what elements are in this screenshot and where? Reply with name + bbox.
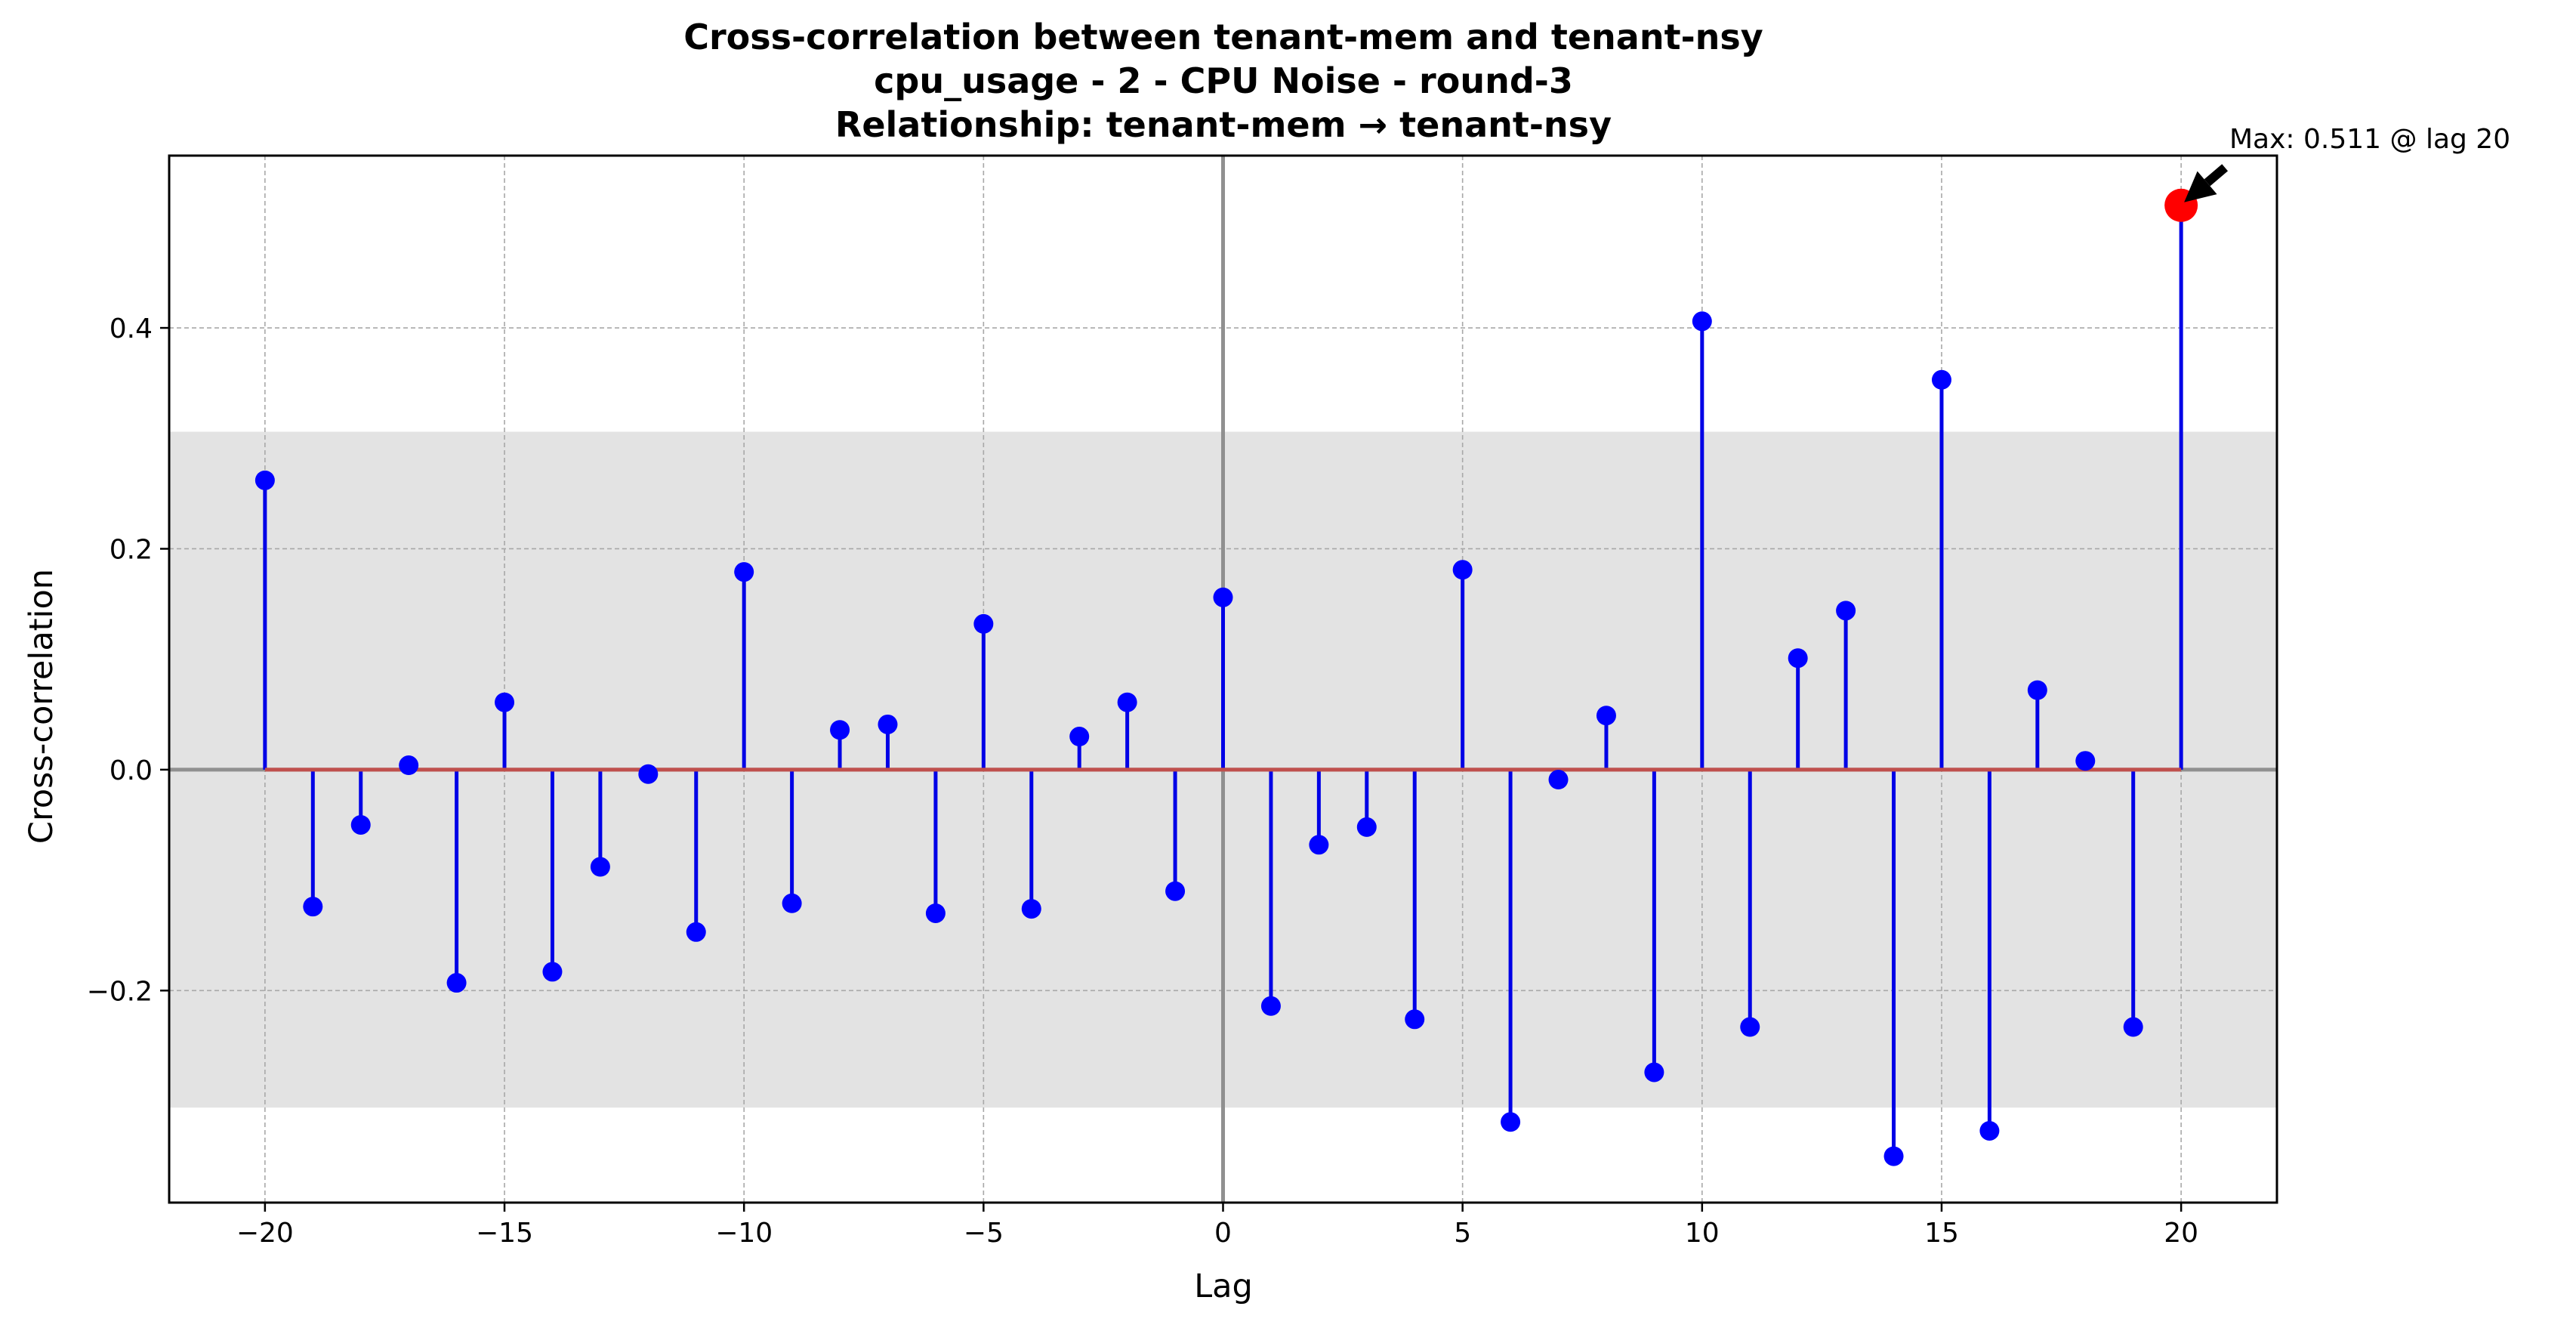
annotation-arrow-head (2184, 171, 2217, 202)
data-point (1309, 835, 1329, 855)
data-point (686, 922, 706, 942)
title-line-1: Cross-correlation between tenant-mem and… (683, 17, 1763, 57)
x-tick-label: −5 (964, 1218, 1004, 1249)
data-point (1260, 996, 1281, 1016)
data-point (1883, 1146, 1904, 1166)
y-tick-label: −0.2 (87, 976, 153, 1007)
data-point (1692, 311, 1712, 332)
data-point (638, 764, 659, 784)
x-axis-ticks: −20 −15 −10 −5 0 5 10 15 20 (236, 1203, 2198, 1249)
max-annotation: Max: 0.511 @ lag 20 (2184, 124, 2510, 202)
title-line-2: cpu_usage - 2 - CPU Noise - round-3 (874, 60, 1573, 101)
x-tick-label: −10 (715, 1218, 773, 1249)
data-point (1117, 692, 1137, 712)
data-point (590, 857, 610, 877)
data-point (925, 903, 946, 923)
data-point (399, 755, 419, 776)
data-point (1452, 560, 1473, 580)
x-tick-label: 20 (2164, 1218, 2198, 1249)
data-point (1213, 587, 1233, 607)
data-point (1836, 601, 1856, 621)
x-axis-label: Lag (1194, 1268, 1253, 1305)
y-tick-label: 0.4 (110, 313, 153, 344)
data-point (1740, 1017, 1760, 1037)
x-tick-label: 15 (1924, 1218, 1959, 1249)
data-point (1979, 1120, 2000, 1141)
data-markers (255, 195, 2192, 1166)
data-point (2075, 751, 2096, 771)
y-axis-ticks: −0.2 0.0 0.2 0.4 (87, 313, 169, 1007)
data-point (1021, 899, 1041, 919)
data-point (255, 470, 275, 490)
title-line-3: Relationship: tenant-mem → tenant-nsy (835, 104, 1612, 145)
data-point (1069, 727, 1090, 747)
data-point (542, 962, 563, 982)
y-axis-label: Cross-correlation (23, 569, 60, 844)
y-tick-label: 0.0 (110, 755, 153, 786)
chart-title: Cross-correlation between tenant-mem and… (683, 17, 1763, 145)
data-point (973, 613, 994, 634)
x-tick-label: 0 (1214, 1218, 1232, 1249)
data-point (446, 973, 467, 993)
data-point (1596, 706, 1616, 726)
data-point (2123, 1017, 2143, 1037)
x-tick-label: −15 (476, 1218, 533, 1249)
data-point (350, 814, 371, 835)
data-point (303, 897, 323, 917)
data-point (878, 714, 898, 734)
data-point (830, 720, 850, 740)
data-point (782, 893, 802, 913)
data-point (1644, 1062, 1664, 1082)
data-point (1788, 648, 1808, 669)
x-tick-label: 10 (1685, 1218, 1720, 1249)
data-point (1405, 1009, 1425, 1030)
data-point (734, 562, 754, 582)
y-tick-label: 0.2 (110, 534, 153, 565)
data-point (1501, 1112, 1521, 1132)
x-tick-label: −20 (236, 1218, 294, 1249)
data-point (495, 692, 515, 712)
data-point (1931, 369, 1951, 390)
x-tick-label: 5 (1454, 1218, 1471, 1249)
data-point (1165, 881, 1186, 901)
data-point (1548, 770, 1569, 790)
max-annotation-text: Max: 0.511 @ lag 20 (2229, 124, 2510, 155)
data-point (1356, 817, 1377, 837)
data-point (2027, 680, 2047, 700)
annotation-arrow-shaft (2204, 164, 2229, 187)
